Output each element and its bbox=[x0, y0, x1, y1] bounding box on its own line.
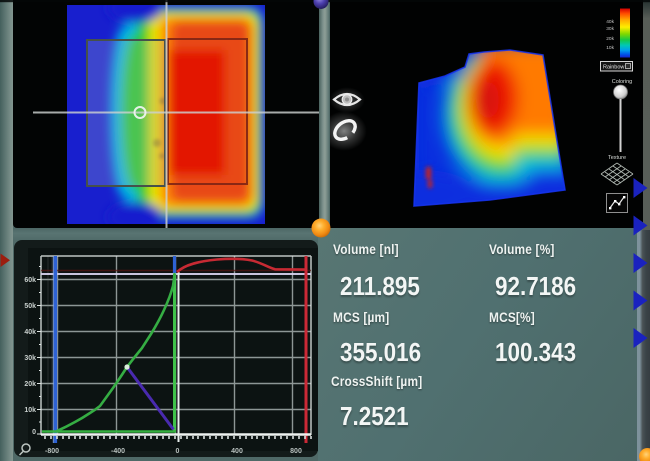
svg-text:Texture: Texture bbox=[608, 155, 626, 161]
svg-text:30k: 30k bbox=[24, 355, 36, 362]
svg-text:-800: -800 bbox=[45, 448, 59, 455]
svg-text:0: 0 bbox=[176, 448, 180, 455]
svg-text:50k: 50k bbox=[24, 303, 36, 310]
svg-text:0: 0 bbox=[32, 429, 36, 436]
svg-text:20k: 20k bbox=[24, 381, 36, 388]
svg-text:40k: 40k bbox=[606, 19, 614, 25]
svg-text:10k: 10k bbox=[24, 407, 36, 414]
svg-text:800: 800 bbox=[290, 448, 302, 455]
svg-text:60k: 60k bbox=[24, 277, 36, 284]
svg-text:40k: 40k bbox=[24, 329, 36, 336]
svg-text:400: 400 bbox=[231, 448, 243, 455]
svg-text:Rainbow: Rainbow bbox=[603, 65, 624, 71]
svg-text:Coloring: Coloring bbox=[612, 79, 632, 85]
svg-text:10k: 10k bbox=[606, 45, 614, 51]
svg-text:-400: -400 bbox=[111, 448, 125, 455]
svg-text:30k: 30k bbox=[606, 26, 614, 32]
svg-text:20k: 20k bbox=[606, 36, 614, 42]
